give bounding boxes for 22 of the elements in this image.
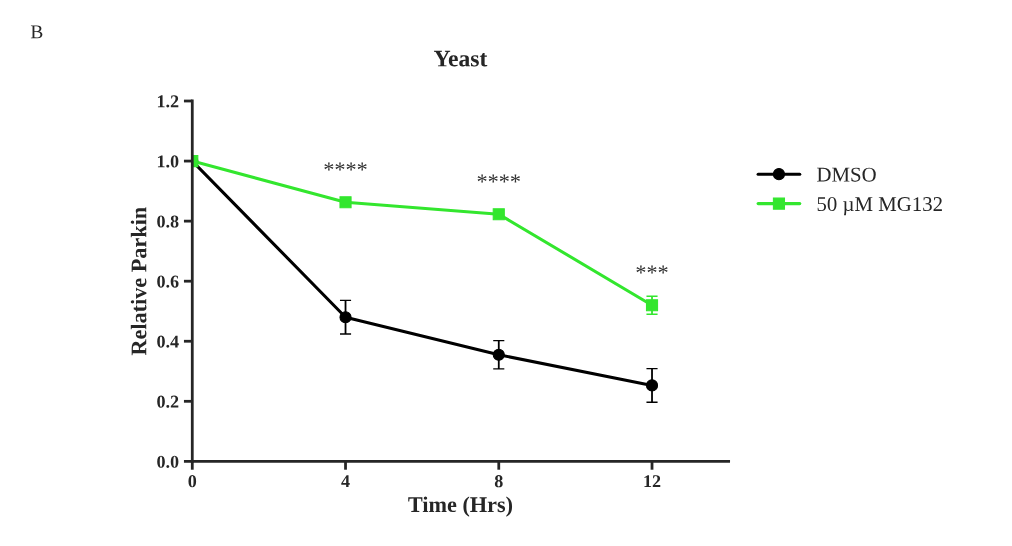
point [339,196,352,209]
x-tick-label: 4 [341,475,350,488]
y-tick-label: 0.4 [157,335,179,348]
annotation: **** [477,174,520,183]
x-tick-label: 12 [644,475,661,488]
y-tick-label: 1.2 [157,95,179,108]
y-tick-label: 0.6 [157,275,179,288]
y-axis-title: Relative Parkin [130,207,147,356]
y-tick-label: 0.8 [157,215,179,228]
annotation: **** [324,162,367,171]
annotation: *** [636,265,668,274]
text: B [30,25,43,39]
legend-label: DMSO [817,167,876,182]
chart-title: Yeast [434,50,488,67]
y-tick-label: 1.0 [157,155,179,168]
legend-label: 50 µM MG132 [817,197,942,216]
y-tick-label: 0.2 [157,395,179,408]
y-tick-label: 0.0 [157,455,179,468]
x-tick-label: 0 [188,475,197,488]
x-axis-title: Time (Hrs) [408,496,513,517]
point [492,208,505,221]
x-tick-label: 8 [494,475,503,488]
